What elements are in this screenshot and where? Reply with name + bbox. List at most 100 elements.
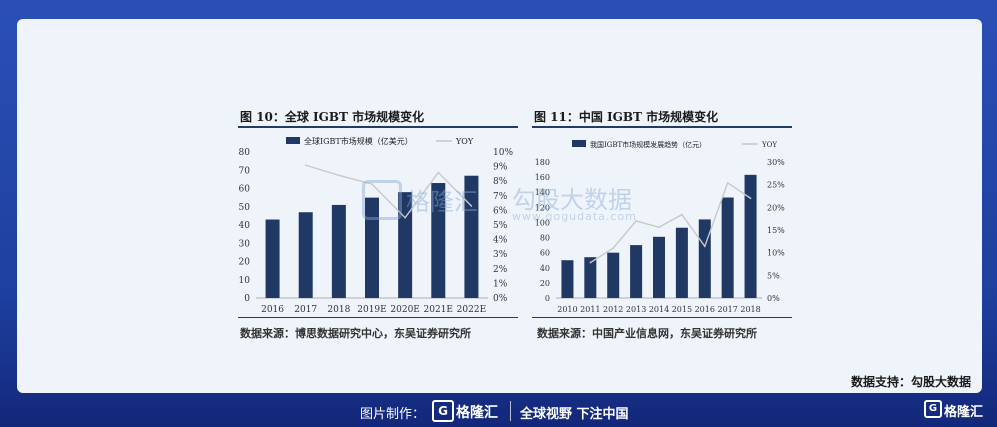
yoy-point <box>404 216 406 219</box>
x-tick-label: 2013 <box>626 305 646 314</box>
gelonghui-logo-icon: G <box>432 400 454 422</box>
left-chart-title: 图 10：全球 IGBT 市场规模变化 <box>240 110 425 124</box>
legend-swatch-bars <box>572 140 586 147</box>
x-tick-label: 2014 <box>649 305 669 314</box>
yoy-point <box>726 182 729 184</box>
y-tick-label: 40 <box>239 221 251 231</box>
y-tick-label: 160 <box>535 173 550 182</box>
x-tick-label: 2011 <box>580 305 600 314</box>
bar <box>265 219 280 298</box>
legend-label-bars: 我国IGBT市场规模发展趋势（亿元） <box>590 140 706 149</box>
yoy-point <box>437 171 440 174</box>
y-tick-label: 60 <box>540 249 550 258</box>
y-tick-label: 20 <box>540 279 550 288</box>
y-tick-label: 140 <box>535 188 550 197</box>
y2-tick-label: 9% <box>493 163 508 173</box>
yoy-point <box>371 183 373 185</box>
y2-tick-label: 0% <box>767 294 780 303</box>
yoy-line <box>589 181 751 264</box>
yoy-point <box>470 205 473 207</box>
x-tick-label: 2021E <box>424 305 453 315</box>
y-tick-label: 70 <box>239 166 251 176</box>
content-card <box>17 19 982 393</box>
x-tick-label: 2017 <box>294 305 317 315</box>
bar <box>675 227 688 298</box>
y2-tick-label: 10% <box>767 249 785 258</box>
y-tick-label: 0 <box>545 294 550 303</box>
bar <box>398 192 413 298</box>
bar <box>464 175 479 298</box>
y2-tick-label: 6% <box>493 206 508 216</box>
footer-divider <box>510 401 511 421</box>
yoy-point <box>589 261 592 264</box>
bar <box>298 212 313 298</box>
china-igbt-chart: 我国IGBT市场规模发展趋势（亿元） YOY 0 20 40 60 80 100 120 140 1… <box>535 140 785 314</box>
yoy-point <box>703 245 706 248</box>
bar <box>431 183 446 298</box>
x-tick-label: 2018 <box>327 305 350 315</box>
global-igbt-chart: 全球IGBT市场规模（亿美元） YOY 0 10 20 30 40 50 60 70 80 0% 1% 2… <box>239 136 514 315</box>
legend-label-yoy: YOY <box>455 137 474 146</box>
y-tick-label: 80 <box>540 234 550 243</box>
y-tick-label: 10 <box>239 276 251 286</box>
x-tick-label: 2015 <box>672 305 692 314</box>
y2-tick-label: 2% <box>493 265 508 275</box>
bar <box>653 236 665 298</box>
footer-label: 图片制作： <box>360 407 426 422</box>
corner-logo-icon: G <box>924 400 942 418</box>
right-chart-title: 图 11：中国 IGBT 市场规模变化 <box>534 110 719 124</box>
y-tick-label: 50 <box>239 203 251 213</box>
footer: 图片制作： G 格隆汇 全球视野 下注中国 G 格隆汇 <box>0 395 997 427</box>
yoy-point <box>658 226 660 229</box>
bar <box>331 204 346 298</box>
y-tick-label: 180 <box>535 158 550 167</box>
y2-tick-label: 4% <box>493 236 508 246</box>
x-tick-label: 2012 <box>603 305 623 314</box>
legend-swatch-bars <box>286 137 300 144</box>
y2-tick-label: 20% <box>767 203 785 212</box>
y2-tick-label: 3% <box>493 250 508 260</box>
right-chart-source: 数据来源：中国产业信息网，东吴证券研究所 <box>537 327 757 340</box>
y-tick-label: 80 <box>239 148 251 158</box>
y-tick-label: 30 <box>239 239 251 249</box>
legend-label-yoy: YOY <box>761 141 777 149</box>
y2-tick-label: 7% <box>493 192 508 202</box>
x-tick-label: 2018 <box>740 305 760 314</box>
bar <box>721 197 734 298</box>
x-tick-label: 2017 <box>717 305 737 314</box>
x-tick-label: 2020E <box>390 305 419 315</box>
y2-tick-label: 15% <box>767 226 785 235</box>
bar <box>561 260 574 298</box>
yoy-point <box>681 213 683 216</box>
footer-logo-text: 格隆汇 <box>456 405 498 421</box>
y2-tick-label: 25% <box>767 181 785 190</box>
yoy-point <box>635 220 637 222</box>
y-tick-label: 0 <box>244 294 250 304</box>
right-title-rule <box>532 126 792 128</box>
y2-tick-label: 0% <box>493 294 508 304</box>
y2-tick-label: 10% <box>493 148 513 158</box>
y-tick-label: 100 <box>535 218 550 227</box>
left-title-rule <box>238 126 518 128</box>
bar <box>607 252 620 298</box>
footer-slogan: 全球视野 下注中国 <box>520 407 629 422</box>
bar <box>584 257 597 298</box>
yoy-point <box>304 164 307 166</box>
y2-tick-label: 8% <box>493 177 508 187</box>
left-bottom-rule <box>238 317 518 318</box>
x-tick-label: 2016 <box>695 305 715 314</box>
y2-tick-label: 5% <box>493 221 508 231</box>
y2-tick-label: 30% <box>767 158 785 167</box>
bar <box>365 197 379 298</box>
y-tick-label: 20 <box>239 258 251 268</box>
data-support-text: 数据支持：勾股大数据 <box>850 375 971 389</box>
left-chart-source: 数据来源：博思数据研究中心，东吴证券研究所 <box>240 327 471 340</box>
yoy-point <box>338 174 340 177</box>
corner-logo-text: 格隆汇 <box>944 405 984 420</box>
bar <box>630 245 643 298</box>
yoy-point <box>749 197 752 200</box>
x-tick-label: 2019E <box>357 305 386 315</box>
bar <box>698 219 711 298</box>
yoy-point <box>612 247 615 249</box>
y2-tick-label: 1% <box>493 279 508 289</box>
